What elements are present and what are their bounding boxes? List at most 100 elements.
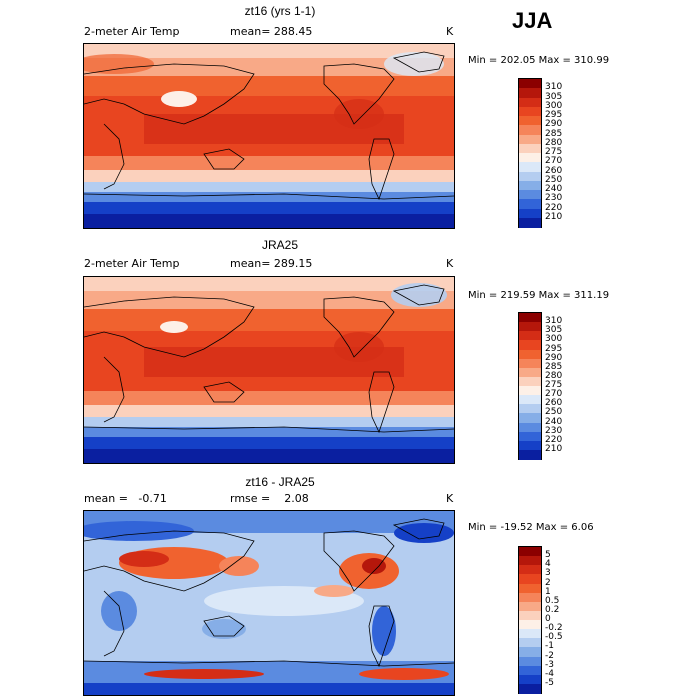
colorbar-segment bbox=[519, 180, 541, 191]
colorbar-segment bbox=[519, 134, 541, 145]
colorbar-segment bbox=[519, 125, 541, 136]
colorbar-segment bbox=[519, 97, 541, 108]
colorbar-segment bbox=[519, 413, 541, 424]
colorbar-label: 260 bbox=[545, 398, 563, 409]
colorbar-segment bbox=[519, 601, 541, 612]
panel-2-mean-label: mean= 289.15 bbox=[230, 257, 313, 270]
colorbar-segment bbox=[519, 116, 541, 126]
panel-1-title: zt16 (yrs 1-1) bbox=[244, 4, 316, 18]
panel-1-colorbar: 310 305 300 295 290 285 280 275 270 260 250 240 230 2… bbox=[518, 78, 562, 228]
panel-1-variable-label: 2-meter Air Temp bbox=[84, 25, 180, 38]
colorbar-label: 250 bbox=[545, 174, 563, 185]
colorbar-segment bbox=[519, 349, 541, 360]
colorbar-segment bbox=[519, 358, 541, 369]
panel-2-colorbar: 310 305 300 295 290 285 280 275 270 260 250 240 230 2… bbox=[518, 312, 562, 460]
colorbar-segment bbox=[519, 143, 541, 154]
colorbar-label: 285 bbox=[545, 128, 563, 139]
colorbar-label: 310 bbox=[545, 82, 563, 93]
panel-3-title: zt16 - JRA25 bbox=[245, 475, 315, 489]
colorbar-segment bbox=[519, 162, 541, 173]
colorbar-label: 220 bbox=[545, 434, 563, 445]
colorbar-label: 280 bbox=[545, 370, 563, 381]
colorbar-label: -4 bbox=[545, 668, 554, 679]
colorbar-segment bbox=[519, 647, 541, 658]
colorbar-label: 300 bbox=[545, 334, 563, 345]
colorbar-label: 230 bbox=[545, 193, 563, 204]
colorbar-segment bbox=[519, 583, 541, 594]
colorbar-segment bbox=[519, 440, 541, 451]
colorbar-label: 2 bbox=[545, 577, 551, 588]
panel-3-minmax: Min = -19.52 Max = 6.06 bbox=[468, 522, 594, 533]
colorbar-label: 270 bbox=[545, 389, 563, 400]
colorbar-label: 0 bbox=[545, 614, 551, 624]
colorbar-label: 275 bbox=[545, 147, 563, 157]
panel-2-title: JRA25 bbox=[261, 238, 299, 252]
colorbar-segment bbox=[519, 620, 541, 630]
colorbar-label: 5 bbox=[545, 550, 551, 561]
colorbar-label: 300 bbox=[545, 100, 563, 111]
colorbar-segment bbox=[519, 683, 541, 694]
colorbar-label: -5 bbox=[545, 677, 554, 688]
colorbar-label: 220 bbox=[545, 202, 563, 213]
panel-2-minmax: Min = 219.59 Max = 311.19 bbox=[468, 290, 610, 301]
colorbar-segment bbox=[519, 79, 541, 89]
colorbar-label: 240 bbox=[545, 416, 563, 427]
colorbar-label: 1 bbox=[545, 586, 551, 597]
colorbar-label: 230 bbox=[545, 425, 563, 436]
colorbar-segment bbox=[519, 395, 541, 406]
colorbar-label: 280 bbox=[545, 137, 563, 148]
colorbar-segment bbox=[519, 431, 541, 442]
colorbar-segment bbox=[519, 190, 541, 200]
panel-3-units-label: K bbox=[446, 492, 454, 505]
colorbar-label: 250 bbox=[545, 407, 563, 418]
panel-2-variable-label: 2-meter Air Temp bbox=[84, 257, 180, 270]
colorbar-label: 305 bbox=[545, 91, 563, 102]
colorbar-label: -2 bbox=[545, 650, 554, 661]
colorbar-segment bbox=[519, 592, 541, 603]
colorbar-segment bbox=[519, 340, 541, 351]
colorbar-segment bbox=[519, 386, 541, 396]
colorbar-label: 295 bbox=[545, 110, 563, 120]
colorbar-segment bbox=[519, 322, 541, 333]
colorbar-label: 210 bbox=[545, 211, 563, 222]
panel-1-units-label: K bbox=[446, 25, 454, 38]
colorbar-label: 290 bbox=[545, 119, 563, 130]
panel-2-map bbox=[83, 276, 455, 464]
colorbar-segment bbox=[519, 665, 541, 676]
colorbar-label: 305 bbox=[545, 325, 563, 336]
colorbar-label: 240 bbox=[545, 184, 563, 194]
season-label: JJA bbox=[512, 8, 553, 33]
colorbar-segment bbox=[519, 656, 541, 667]
colorbar-label: 0.5 bbox=[545, 595, 560, 606]
colorbar-segment bbox=[519, 171, 541, 182]
colorbar-segment bbox=[519, 610, 541, 621]
colorbar-label: 310 bbox=[545, 316, 563, 327]
colorbar-label: 270 bbox=[545, 156, 563, 167]
panel-3-mean-label: mean = -0.71 bbox=[84, 492, 167, 505]
colorbar-segment bbox=[519, 574, 541, 585]
colorbar-label: -0.5 bbox=[545, 632, 563, 643]
panel-2-units-label: K bbox=[446, 257, 454, 270]
colorbar-label: 210 bbox=[545, 443, 563, 454]
colorbar-label: -0.2 bbox=[545, 623, 563, 634]
colorbar-segment bbox=[519, 629, 541, 640]
colorbar-segment bbox=[519, 565, 541, 576]
colorbar-segment bbox=[519, 556, 541, 567]
colorbar-segment bbox=[519, 106, 541, 117]
colorbar-label: 275 bbox=[545, 380, 563, 390]
panel-1-mean-label: mean= 288.45 bbox=[230, 25, 313, 38]
colorbar-segment bbox=[519, 367, 541, 378]
colorbar-segment bbox=[519, 331, 541, 342]
colorbar-segment bbox=[519, 404, 541, 415]
colorbar-label: 3 bbox=[545, 568, 551, 579]
colorbar-label: 285 bbox=[545, 361, 563, 372]
panel-1-map bbox=[83, 43, 455, 229]
colorbar-segment bbox=[519, 313, 541, 323]
colorbar-label: -3 bbox=[545, 659, 554, 670]
colorbar-label: -1 bbox=[545, 641, 554, 652]
panel-1-minmax: Min = 202.05 Max = 310.99 bbox=[468, 55, 610, 66]
colorbar-segment bbox=[519, 199, 541, 210]
colorbar-segment bbox=[519, 547, 541, 557]
colorbar-segment bbox=[519, 674, 541, 685]
panel-3-map bbox=[83, 510, 455, 696]
